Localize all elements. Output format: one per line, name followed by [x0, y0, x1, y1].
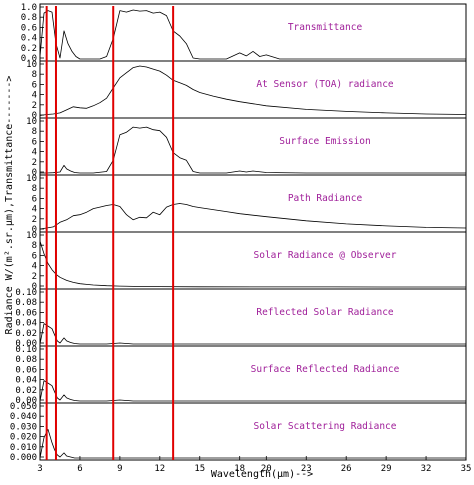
- x-tick-label: 9: [117, 464, 122, 474]
- y-tick-label: 0.00: [15, 339, 37, 349]
- y-tick-label: 8: [32, 241, 37, 251]
- y-tick-label: 0: [32, 168, 37, 178]
- y-tick-label: 2: [32, 272, 37, 282]
- series-line: [39, 9, 466, 60]
- panel-title: Solar Radiance @ Observer: [254, 250, 397, 261]
- y-tick-label: 4: [32, 148, 37, 158]
- panel-6: 0.100.080.060.040.020.00 Surface Reflecte…: [15, 345, 467, 406]
- y-tick-label: 0.06: [15, 365, 37, 375]
- x-tick-label: 18: [234, 464, 245, 474]
- panel-title: Surface Emission: [279, 136, 371, 147]
- y-tick-label: 1.0: [21, 3, 37, 13]
- x-tick-label: 12: [154, 464, 165, 474]
- y-tick-label: 0.00: [15, 396, 37, 406]
- y-tick-label: 0.010: [10, 443, 37, 453]
- y-tick-label: 0.4: [21, 34, 37, 44]
- y-tick-label: 10: [26, 174, 37, 184]
- panel-title: Reflected Solar Radiance: [256, 307, 394, 318]
- y-tick-label: 0.6: [21, 23, 37, 33]
- y-tick-label: 2: [32, 215, 37, 225]
- y-tick-label: 6: [32, 80, 37, 90]
- y-axis-title: Radiance W/(m².sr.μm),Transmittance-----…: [4, 76, 15, 335]
- series-line: [39, 323, 466, 345]
- panel-title: Transmittance: [288, 22, 363, 33]
- series-line: [39, 429, 466, 459]
- panel-title: Surface Reflected Radiance: [251, 364, 400, 375]
- y-tick-label: 0.2: [21, 44, 37, 54]
- y-tick-label: 0: [32, 225, 37, 235]
- panel-frame: [39, 3, 467, 62]
- x-axis-ticks: 3 6 9 12 15 18 20 23 26 29 32 35: [37, 456, 471, 474]
- series-line: [39, 240, 466, 288]
- panel-frame: [39, 60, 467, 119]
- y-tick-label: 0.8: [21, 13, 37, 23]
- x-tick-label: 32: [421, 464, 432, 474]
- panel-title: Solar Scattering Radiance: [254, 421, 397, 432]
- y-tick-label: 0.04: [15, 376, 37, 386]
- y-tick-label: 0.020: [10, 433, 37, 443]
- panel-title: At Sensor (TOA) radiance: [256, 79, 394, 90]
- y-tick-label: 8: [32, 127, 37, 137]
- x-tick-label: 26: [341, 464, 352, 474]
- panel-frame: [39, 117, 467, 176]
- series-line: [39, 203, 467, 230]
- y-tick-label: 6: [32, 251, 37, 261]
- panel-frame: [39, 288, 467, 347]
- y-tick-label: 4: [32, 91, 37, 101]
- y-tick-label: 8: [32, 70, 37, 80]
- y-tick-label: 0.000: [10, 453, 37, 463]
- x-tick-label: 23: [301, 464, 312, 474]
- y-tick-label: 0.050: [10, 402, 37, 412]
- y-tick-label: 0.030: [10, 422, 37, 432]
- marker-lines-group: [45, 6, 175, 460]
- panels-group: 1.00.80.60.40.20.0Transmittance1086420At…: [10, 3, 467, 463]
- y-tick-label: 10: [26, 231, 37, 241]
- y-tick-label: 0.0: [21, 54, 37, 64]
- series-line: [39, 380, 466, 402]
- series-line: [40, 126, 466, 174]
- y-tick-label: 0.040: [10, 412, 37, 422]
- y-tick-label: 0.08: [15, 298, 37, 308]
- panel-frame: [39, 402, 467, 461]
- y-tick-label: 0.02: [15, 386, 37, 396]
- x-tick-label: 35: [461, 464, 472, 474]
- y-tick-label: 0.10: [15, 345, 37, 355]
- panel-frame: [39, 174, 467, 233]
- y-tick-label: 2: [32, 158, 37, 168]
- y-tick-label: 0.06: [15, 308, 37, 318]
- x-tick-label: 3: [37, 464, 42, 474]
- x-tick-label: 29: [381, 464, 392, 474]
- y-tick-label: 4: [32, 262, 37, 272]
- y-tick-label: 6: [32, 137, 37, 147]
- y-tick-label: 2: [32, 101, 37, 111]
- y-tick-label: 0.02: [15, 329, 37, 339]
- panel-title: Path Radiance: [288, 193, 363, 204]
- y-tick-label: 0.08: [15, 355, 37, 365]
- y-tick-label: 8: [32, 184, 37, 194]
- y-tick-label: 0.10: [15, 288, 37, 298]
- y-tick-label: 6: [32, 194, 37, 204]
- y-tick-label: 10: [26, 117, 37, 127]
- x-axis-title: Wavelength(μm)-->: [211, 469, 313, 480]
- series-line: [39, 65, 467, 116]
- y-tick-label: 0: [32, 282, 37, 292]
- x-tick-label: 15: [194, 464, 205, 474]
- y-tick-label: 4: [32, 205, 37, 215]
- y-tick-label: 0.04: [15, 319, 37, 329]
- y-tick-label: 0: [32, 111, 37, 121]
- y-tick-label: 10: [26, 60, 37, 70]
- panel-5: 0.100.080.060.040.020.00 Reflected Solar …: [15, 288, 467, 349]
- x-tick-label: 6: [77, 464, 82, 474]
- panel-0: 1.00.80.60.40.20.0 Transmittance: [21, 3, 467, 64]
- x-tick-label: 20: [261, 464, 272, 474]
